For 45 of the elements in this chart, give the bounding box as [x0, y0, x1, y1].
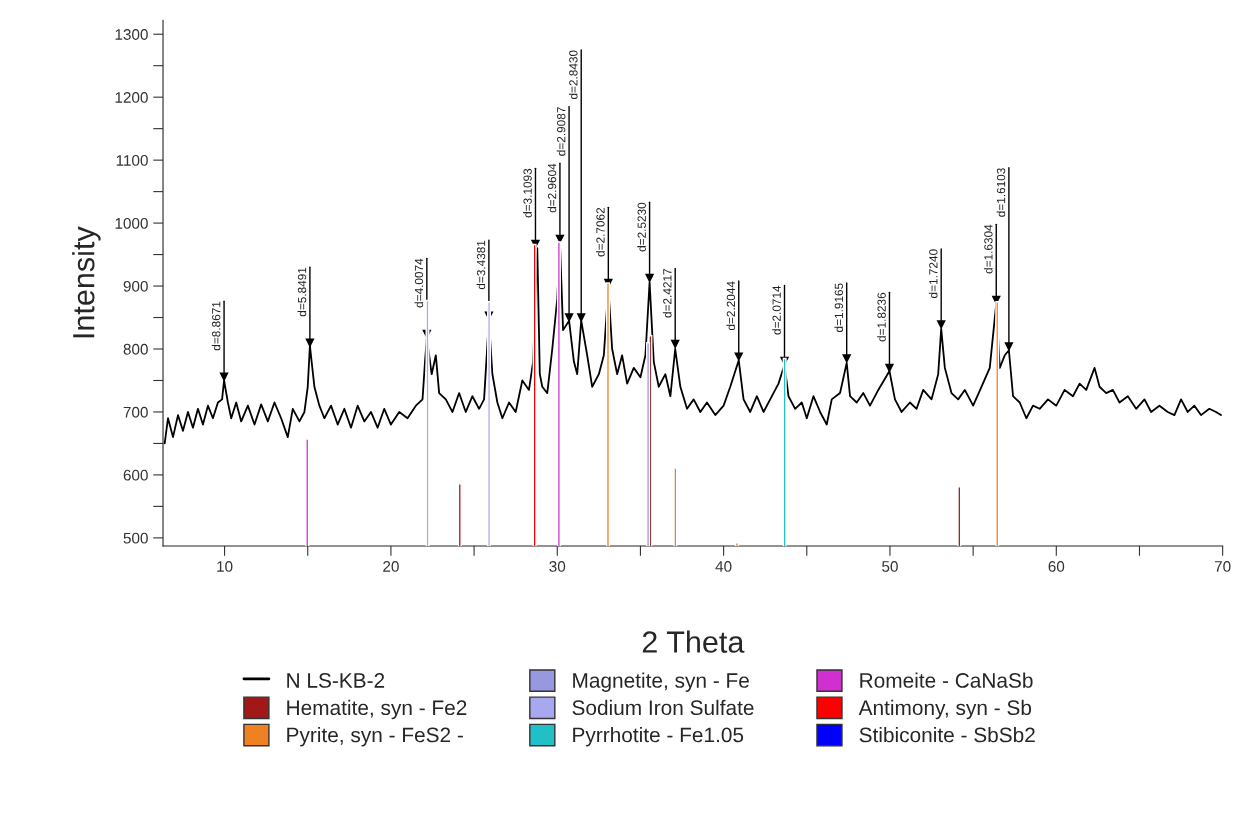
- y-tick-label: 900: [123, 280, 148, 292]
- x-tick-label: 20: [383, 561, 399, 572]
- legend-label: Antimony, syn - Sb: [858, 699, 1032, 720]
- legend-label: Sodium Iron Sulfate: [572, 699, 754, 716]
- annotation: d=1.6304: [983, 224, 993, 274]
- legend-label: Romeite - CaNaSb: [860, 672, 1033, 688]
- annotation: d=8.8671: [211, 301, 221, 351]
- y-tick-label: 600: [123, 469, 148, 481]
- y-tick-label: 1300: [115, 29, 148, 40]
- legend-label: Pyrrhotite - Fe1.05: [573, 727, 744, 747]
- y-tick-label: 1000: [115, 217, 148, 229]
- x-tick-label: 40: [715, 561, 732, 572]
- x-axis-title: 2 Theta: [642, 630, 745, 653]
- x-tick-label: 50: [882, 561, 898, 572]
- annotation: d=5.8491: [297, 267, 307, 317]
- legend-label: Hematite, syn - Fe2: [287, 699, 467, 720]
- annotation: d=2.2044: [726, 281, 736, 331]
- annotation: d=1.8236: [877, 292, 886, 342]
- y-tick-label: 700: [123, 406, 148, 418]
- legend-label: N LS-KB-2: [287, 673, 385, 688]
- x-tick-label: 60: [1048, 561, 1065, 572]
- annotation: d=2.7062: [595, 207, 605, 257]
- annotation: d=2.9604: [547, 163, 557, 213]
- y-axis-title: Intensity: [72, 226, 101, 338]
- annotation: d=1.6103: [996, 168, 1006, 217]
- annotation: d=1.9165: [834, 283, 844, 332]
- annotation: d=2.4217: [662, 269, 672, 318]
- annotation: d=2.5230: [637, 202, 646, 252]
- x-tick-label: 10: [217, 561, 233, 572]
- y-tick-label: 1100: [116, 155, 148, 166]
- x-tick-label: 30: [549, 561, 566, 572]
- legend-label: Pyrite, syn - FeS2 -: [287, 727, 463, 747]
- legend-label: Magnetite, syn - Fe: [573, 672, 749, 692]
- annotation: d=2.0714: [772, 285, 781, 335]
- annotation: d=2.9087: [556, 107, 566, 156]
- annotation: d=1.7240: [928, 249, 938, 298]
- y-tick-label: 800: [123, 343, 148, 355]
- annotation: d=2.8430: [568, 50, 578, 100]
- y-tick-label: 500: [123, 532, 148, 544]
- annotation: d=3.4381: [476, 240, 486, 290]
- legend-label: Stibiconite - SbSb2: [859, 727, 1035, 743]
- x-tick-label: 70: [1214, 561, 1231, 572]
- annotation: d=3.1093: [523, 168, 532, 218]
- annotation: d=4.0074: [414, 258, 424, 308]
- y-tick-label: 1200: [115, 92, 148, 103]
